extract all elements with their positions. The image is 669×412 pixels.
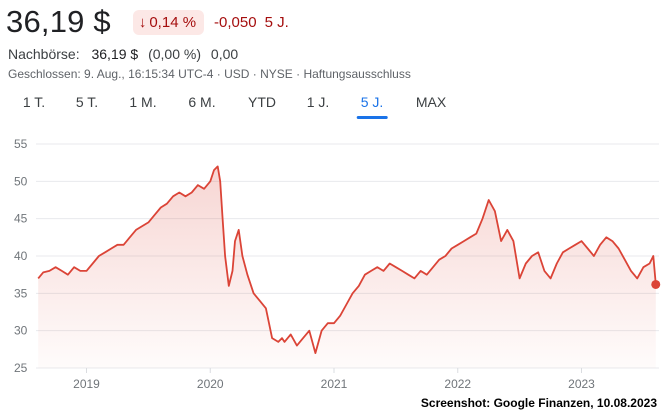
y-tick-label: 25 (14, 361, 28, 375)
after-hours-label: Nachbörse: (8, 46, 80, 62)
after-hours-row: Nachbörse: 36,19 $ (0,00 %) 0,00 (8, 46, 238, 62)
tab-1-month[interactable]: 1 M. (129, 94, 157, 110)
last-price-marker (651, 279, 661, 289)
screenshot-credit: Screenshot: Google Finanzen, 10.08.2023 (420, 396, 657, 410)
x-tick-label: 2021 (321, 377, 348, 391)
x-tick-label: 2022 (444, 377, 471, 391)
price-header: 36,19 $ ↓ 0,14 % -0,050 5 J. (6, 4, 289, 40)
y-tick-label: 40 (14, 249, 28, 263)
price-area (38, 166, 656, 368)
x-tick-label: 2020 (197, 377, 224, 391)
y-tick-label: 30 (14, 324, 28, 338)
change-absolute: -0,050 5 J. (214, 14, 289, 31)
after-hours-change-absolute: 0,00 (210, 46, 239, 62)
current-price: 36,19 $ (6, 4, 111, 39)
change-percent: 0,14 % (149, 13, 197, 31)
market-status-line: Geschlossen: 9. Aug., 16:15:34 UTC-4 · U… (8, 67, 411, 81)
y-tick-label: 50 (14, 174, 28, 188)
tab-5-years[interactable]: 5 J. (356, 94, 388, 119)
x-axis-ticks: 2019 2020 2021 2022 2023 (73, 368, 595, 391)
tab-6-months[interactable]: 6 M. (188, 94, 216, 110)
tab-5-days[interactable]: 5 T. (75, 94, 99, 110)
after-hours-change-percent: (0,00 %) (148, 46, 202, 62)
y-tick-label: 55 (14, 137, 28, 151)
x-tick-label: 2023 (568, 377, 595, 391)
price-chart: 25 30 35 40 45 50 55 2019 2020 2021 2022 2023 (14, 137, 661, 391)
tab-1-day[interactable]: 1 T. (22, 94, 46, 110)
change-percent-badge: ↓ 0,14 % (132, 9, 205, 35)
after-hours-price: 36,19 $ (91, 46, 139, 62)
y-tick-label: 35 (14, 286, 28, 300)
x-tick-label: 2019 (73, 377, 100, 391)
price-line (37, 165, 657, 354)
y-axis-ticks: 25 30 35 40 45 50 55 (14, 137, 28, 375)
change-absolute-value: -0,050 (214, 13, 257, 31)
tab-1-year[interactable]: 1 J. (306, 94, 330, 110)
tab-ytd[interactable]: YTD (248, 94, 276, 110)
y-tick-label: 45 (14, 212, 28, 226)
arrow-down-icon: ↓ (138, 13, 147, 31)
tab-max[interactable]: MAX (415, 94, 447, 110)
change-period: 5 J. (264, 13, 289, 31)
